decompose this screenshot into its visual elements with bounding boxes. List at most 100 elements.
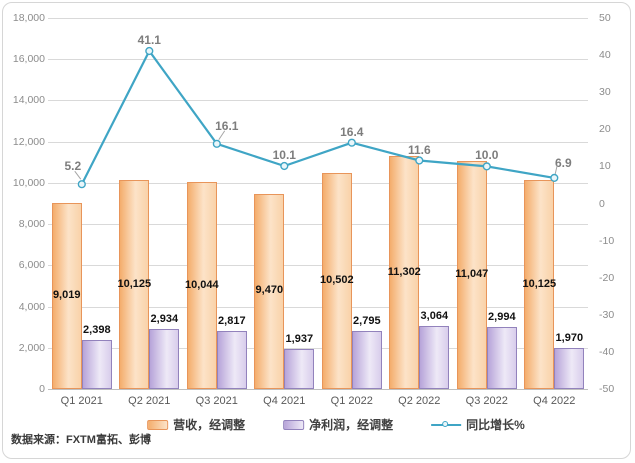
line-marker: [212, 139, 221, 148]
bar-revenue: [456, 161, 487, 389]
purple-bar-swatch-icon: [283, 419, 305, 430]
growth-value-label: 16.4: [340, 124, 364, 139]
line-marker: [280, 161, 289, 171]
y-tick-left: 12,000: [12, 135, 45, 148]
source-note: 数据来源：FXTM富拓、彭博: [11, 434, 151, 446]
y-tick-left: 4,000: [18, 300, 45, 313]
growth-value-label: 10.1: [272, 148, 296, 162]
legend: 营收，经调整 净利润，经调整 同比增长%: [147, 416, 525, 433]
gridline: [48, 141, 588, 143]
bar-revenue: [186, 182, 217, 389]
y-tick-right: 30: [599, 86, 611, 99]
y-tick-left: 6,000: [18, 259, 45, 272]
line-marker: [145, 46, 154, 56]
line-marker: [347, 138, 356, 147]
y-tick-right: -50: [599, 383, 615, 395]
y-tick-right: 50: [599, 12, 611, 24]
gridline: [48, 59, 588, 61]
bar-revenue: [389, 156, 420, 389]
gridline: [48, 306, 588, 308]
growth-value-label: 5.2: [64, 159, 82, 174]
growth-line-series: [74, 46, 559, 189]
y-tick-right: 40: [599, 49, 611, 62]
x-category-label: Q4 2021: [263, 395, 306, 407]
orange-bar-swatch-icon: [147, 419, 169, 430]
growth-value-label: 11.6: [407, 142, 431, 157]
bar-profit: [149, 328, 180, 389]
bar-label-revenue: 10,125: [117, 277, 152, 290]
bar-profit: [216, 330, 247, 389]
bar-label-profit: 2,398: [83, 323, 111, 336]
growth-value-label: 10.0: [475, 148, 499, 163]
y-tick-right: -20: [599, 271, 615, 284]
bar-label-revenue: 10,044: [184, 278, 219, 291]
bar-label-revenue: 10,125: [522, 277, 557, 290]
y-tick-right: 20: [599, 123, 611, 136]
label-leader-line: [554, 164, 558, 175]
line-marker: [77, 180, 86, 189]
x-category-label: Q3 2021: [195, 395, 238, 407]
growth-value-label: 6.9: [554, 155, 572, 170]
legend-item-growth: 同比增长%: [431, 416, 525, 433]
label-leader-line: [218, 130, 226, 141]
x-category-label: Q2 2022: [398, 395, 441, 407]
bar-profit: [81, 339, 112, 389]
bar-revenue: [321, 172, 352, 389]
y-tick-left: 18,000: [12, 12, 45, 24]
y-tick-left: 2,000: [18, 341, 45, 354]
bar-label-revenue: 9,470: [255, 284, 284, 297]
legend-label-profit: 净利润，经调整: [309, 418, 394, 432]
bar-revenue: [51, 203, 82, 389]
bar-label-profit: 3,064: [420, 309, 449, 322]
bar-profit: [419, 325, 450, 389]
y-tick-left: 0: [39, 383, 45, 395]
bar-label-revenue: 9,019: [52, 289, 81, 302]
bar-label-profit: 2,934: [150, 312, 179, 325]
y-tick-left: 14,000: [12, 94, 45, 107]
y-tick-right: -40: [599, 345, 615, 358]
gridline: [48, 347, 588, 349]
y-tick-left: 10,000: [12, 176, 45, 189]
line-marker: [415, 156, 424, 165]
bar-profit: [284, 349, 315, 389]
bar-label-profit: 2,817: [218, 314, 246, 327]
legend-label-growth: 同比增长%: [466, 418, 525, 432]
gridline: [48, 18, 588, 19]
plot-area: 9,019 2,398 10,125 2,934 10,044 2,817 9,470 1,9…: [48, 18, 588, 390]
legend-item-profit: 净利润，经调整: [283, 416, 393, 433]
bar-profit: [486, 327, 517, 389]
y-tick-right: -10: [599, 234, 615, 247]
bar-label-profit: 2,994: [488, 311, 516, 324]
y-tick-right: 0: [599, 197, 605, 210]
line-marker: [482, 162, 491, 171]
bar-label-revenue: 10,502: [319, 273, 354, 286]
x-category-label: Q1 2021: [60, 395, 103, 407]
growth-value-label: 16.1: [215, 118, 239, 133]
growth-value-label: 41.1: [137, 33, 161, 47]
bar-revenue: [524, 180, 555, 389]
bar-revenue: [119, 180, 150, 389]
x-category-label: Q4 2022: [533, 395, 576, 407]
bar-label-profit: 2,795: [353, 315, 381, 328]
teal-line-swatch-icon: [431, 420, 462, 430]
legend-label-revenue: 营收，经调整: [173, 418, 246, 432]
y-tick-right: 10: [599, 160, 611, 173]
chart-frame: 9,019 2,398 10,125 2,934 10,044 2,817 9,470 1,9…: [2, 2, 631, 459]
bar-profit: [351, 331, 382, 389]
gridline: [48, 100, 588, 102]
gridline: [48, 265, 588, 267]
gridline: [48, 182, 588, 184]
growth-line: [80, 48, 555, 185]
line-marker: [550, 173, 559, 183]
x-category-label: Q2 2021: [128, 395, 171, 407]
x-category-label: Q1 2022: [330, 395, 373, 407]
bar-label-profit: 1,937: [285, 333, 314, 346]
y-tick-left: 16,000: [12, 53, 45, 66]
label-leader-line: [74, 170, 82, 180]
legend-item-revenue: 营收，经调整: [147, 416, 245, 433]
gridline: [48, 224, 588, 226]
bar-label-revenue: 11,302: [387, 265, 421, 278]
x-category-label: Q3 2022: [465, 395, 508, 407]
bar-label-revenue: 11,047: [455, 268, 489, 281]
bar-revenue: [254, 193, 285, 389]
